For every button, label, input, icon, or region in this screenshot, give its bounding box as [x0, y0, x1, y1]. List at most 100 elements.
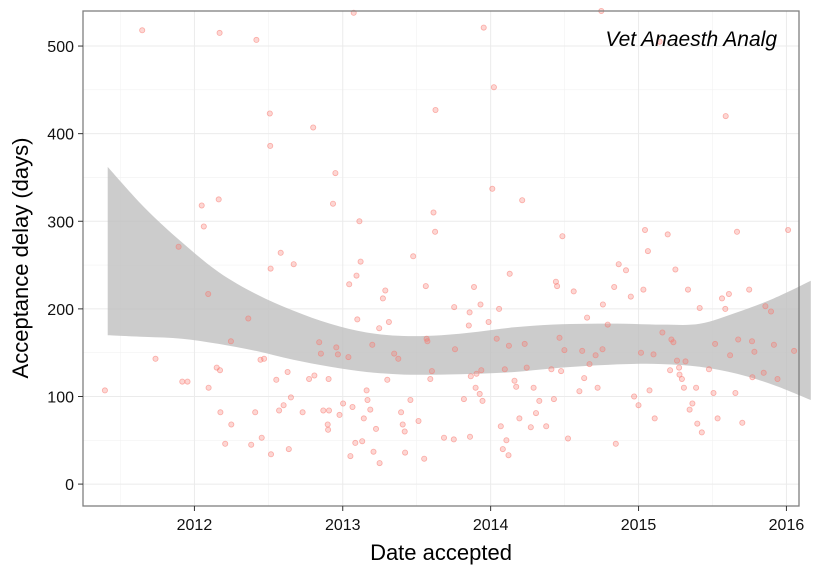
- data-point: [496, 305, 503, 312]
- data-point: [317, 350, 324, 357]
- smooth-confidence-band: [107, 166, 811, 400]
- data-point: [714, 415, 721, 422]
- data-point: [644, 248, 651, 255]
- data-point: [685, 286, 692, 293]
- data-point: [467, 373, 474, 380]
- data-point: [479, 397, 486, 404]
- data-point: [693, 384, 700, 391]
- data-point: [346, 281, 353, 288]
- x-tick-label: 2014: [473, 517, 509, 534]
- data-point: [770, 341, 777, 348]
- x-tick-label: 2016: [769, 517, 805, 534]
- data-point: [581, 375, 588, 382]
- data-point: [615, 261, 622, 268]
- data-point: [215, 196, 222, 203]
- data-point: [356, 218, 363, 225]
- data-point: [372, 425, 379, 432]
- data-point: [511, 377, 518, 384]
- data-point: [689, 400, 696, 407]
- data-point: [527, 424, 534, 431]
- data-point: [706, 366, 713, 373]
- data-point: [311, 372, 318, 379]
- data-point: [325, 407, 332, 414]
- data-point: [357, 258, 364, 265]
- data-point: [472, 384, 479, 391]
- data-point: [216, 29, 223, 36]
- data-point: [480, 24, 487, 31]
- data-point: [205, 290, 212, 297]
- data-point: [751, 348, 758, 355]
- data-point: [694, 420, 701, 427]
- data-point: [570, 288, 577, 295]
- data-point: [599, 346, 606, 353]
- data-point: [558, 368, 565, 375]
- data-point: [407, 396, 414, 403]
- data-point: [646, 387, 653, 394]
- data-point: [676, 371, 683, 378]
- data-point: [391, 350, 398, 357]
- data-point: [473, 370, 480, 377]
- data-point: [432, 107, 439, 114]
- data-point: [592, 352, 599, 359]
- data-point: [266, 110, 273, 117]
- data-point: [656, 38, 663, 45]
- data-point: [485, 318, 492, 325]
- data-point: [513, 383, 520, 390]
- data-point: [552, 278, 559, 285]
- data-point: [604, 321, 611, 328]
- data-point: [290, 261, 297, 268]
- data-point: [760, 369, 767, 376]
- data-point: [332, 170, 339, 177]
- data-point: [359, 438, 366, 445]
- data-point: [336, 411, 343, 418]
- data-point: [354, 316, 361, 323]
- data-point: [774, 375, 781, 382]
- data-point: [284, 368, 291, 375]
- data-point: [477, 301, 484, 308]
- data-point: [710, 389, 717, 396]
- data-point: [722, 113, 729, 120]
- data-point: [594, 384, 601, 391]
- data-point: [179, 378, 186, 385]
- y-tick-label: 500: [47, 39, 74, 56]
- data-point: [516, 415, 523, 422]
- data-point: [369, 341, 376, 348]
- data-point: [267, 265, 274, 272]
- data-point: [345, 354, 352, 361]
- data-point: [352, 439, 359, 446]
- data-point: [696, 304, 703, 311]
- data-point: [200, 223, 207, 230]
- y-tick-label: 100: [47, 389, 74, 406]
- data-point: [670, 339, 677, 346]
- data-point: [762, 303, 769, 310]
- data-point: [505, 342, 512, 349]
- axis-ticks: 2012 2013 2014 2015 2016 0 100 200 300 400 500: [47, 39, 804, 534]
- data-point: [399, 421, 406, 428]
- data-point: [385, 318, 392, 325]
- data-point: [599, 301, 606, 308]
- data-point: [248, 441, 255, 448]
- data-point: [499, 446, 506, 453]
- data-point: [579, 347, 586, 354]
- data-point: [550, 396, 557, 403]
- data-point: [489, 185, 496, 192]
- data-point: [421, 455, 428, 462]
- data-point: [659, 329, 666, 336]
- data-point: [543, 423, 550, 430]
- data-point: [353, 272, 360, 279]
- data-point: [497, 423, 504, 430]
- data-point: [623, 267, 630, 274]
- data-point: [253, 36, 260, 43]
- data-point: [227, 338, 234, 345]
- data-point: [506, 270, 513, 277]
- data-point: [561, 347, 568, 354]
- data-point: [674, 357, 681, 364]
- data-point: [727, 352, 734, 359]
- data-point: [638, 349, 645, 356]
- data-point: [347, 453, 354, 460]
- data-point: [395, 355, 402, 362]
- data-point: [642, 226, 649, 233]
- data-point: [749, 374, 756, 381]
- data-point: [466, 309, 473, 316]
- data-point: [686, 406, 693, 413]
